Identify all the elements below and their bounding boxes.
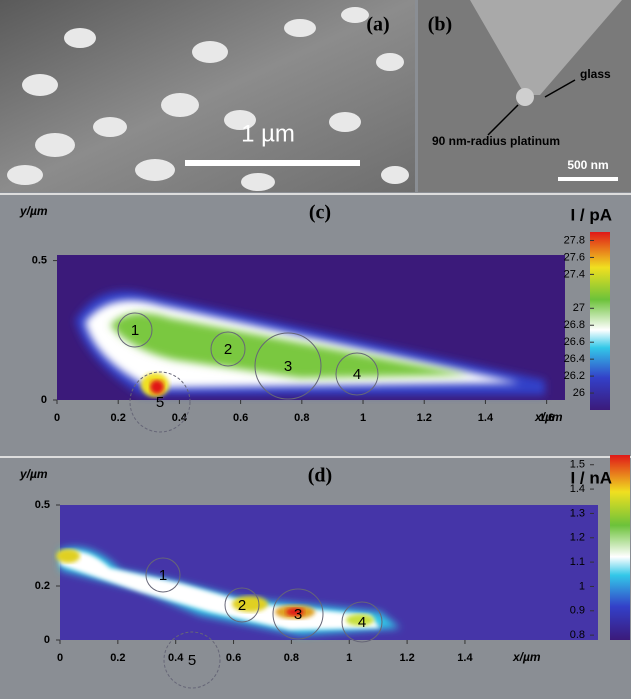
y-tick-label: 0.5 <box>35 499 50 511</box>
panel-b: glass 90 nm-radius platinum 500 nm (b) <box>418 0 631 192</box>
region-label: 4 <box>353 366 361 383</box>
y-tick-label: 0.2 <box>35 580 50 592</box>
x-tick-label: 1.2 <box>399 652 414 664</box>
colorbar-tick-label: 27.4 <box>564 268 585 280</box>
x-tick-label: 0.8 <box>284 652 299 664</box>
colorbar-tick-label: 27.6 <box>564 251 585 263</box>
scale-bar <box>185 160 360 166</box>
x-tick-label: 1.2 <box>417 412 432 424</box>
x-tick-label: 0.4 <box>168 652 184 664</box>
x-tick-label: 1.4 <box>457 652 473 664</box>
x-tick-label: 1.4 <box>478 412 494 424</box>
colorbar-tick-label: 0.9 <box>570 605 585 617</box>
region-label: 5 <box>156 394 164 411</box>
colorbar-tick-label: 27.8 <box>564 234 585 246</box>
scale-bar-label: 500 nm <box>567 158 608 172</box>
heatmap-blob <box>150 380 164 394</box>
y-tick-label: 0 <box>44 634 50 646</box>
x-tick-label: 0 <box>57 652 63 664</box>
colorbar-tick-label: 1.4 <box>570 483 585 495</box>
panel-label: (d) <box>308 465 332 487</box>
panel-label: (a) <box>366 14 389 36</box>
y-tick-label: 0 <box>41 394 47 406</box>
region-label: 1 <box>131 322 139 339</box>
x-tick-label: 0.2 <box>111 412 126 424</box>
region-label: 3 <box>294 606 302 623</box>
x-tick-label: 0.6 <box>233 412 248 424</box>
region-label: 4 <box>358 614 366 631</box>
colorbar-tick-label: 26.4 <box>564 353 585 365</box>
region-label: 5 <box>188 652 196 669</box>
colorbar-tick-label: 26.2 <box>564 370 585 382</box>
x-tick-label: 0.6 <box>226 652 241 664</box>
x-tick-label: 1.6 <box>539 412 554 424</box>
annotation: glass <box>580 67 611 81</box>
y-tick-label: 0.5 <box>32 254 47 266</box>
colorbar-tick-label: 26 <box>573 387 585 399</box>
y-axis-label: y/µm <box>19 204 48 218</box>
x-tick-label: 0.8 <box>294 412 309 424</box>
colorbar-tick-label: 1.3 <box>570 507 585 519</box>
heatmap-c <box>57 232 610 410</box>
scale-bar <box>558 177 618 181</box>
panel-a: 1 µm (a) <box>0 0 415 192</box>
x-axis-label: x/µm <box>512 650 541 664</box>
colorbar-tick-label: 1 <box>579 580 585 592</box>
x-tick-label: 1 <box>360 412 366 424</box>
colorbar <box>590 232 610 410</box>
panel-label: (b) <box>428 14 452 36</box>
colorbar-tick-label: 26.6 <box>564 336 585 348</box>
colorbar-tick-label: 1.1 <box>570 556 585 568</box>
panel-label: (c) <box>309 202 331 224</box>
region-label: 1 <box>159 567 167 584</box>
figure: 1 µm (a) glass 90 nm-radius platinum 500… <box>0 0 631 699</box>
x-tick-label: 0.2 <box>110 652 125 664</box>
colorbar-tick-label: 1.2 <box>570 532 585 544</box>
colorbar-tick-label: 26.8 <box>564 319 585 331</box>
x-tick-label: 0 <box>54 412 60 424</box>
platinum-disk <box>516 88 534 106</box>
region-label: 3 <box>284 358 292 375</box>
colorbar-tick-label: 27 <box>573 302 585 314</box>
colorbar-tick-label: 1.5 <box>570 459 585 471</box>
scale-bar-label: 1 µm <box>241 120 295 147</box>
colorbar-tick-label: 0.8 <box>570 629 585 641</box>
region-label: 2 <box>224 341 232 358</box>
annotation: 90 nm-radius platinum <box>432 134 560 148</box>
x-tick-label: 1 <box>346 652 352 664</box>
colorbar-label: I / pA <box>570 205 612 224</box>
heatmap-blob <box>56 549 80 563</box>
region-label: 2 <box>238 597 246 614</box>
colorbar <box>610 455 630 640</box>
y-axis-label: y/µm <box>19 467 48 481</box>
